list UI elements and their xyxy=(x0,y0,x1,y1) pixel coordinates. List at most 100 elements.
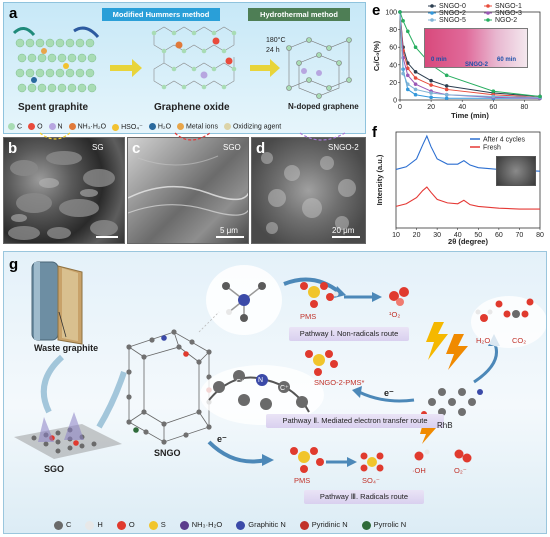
panel-letter-d: d xyxy=(256,140,266,157)
y-tick-label: 0 xyxy=(393,98,397,105)
data-point xyxy=(444,73,449,78)
scale-bar-d xyxy=(332,236,360,238)
x-axis-label: 2θ (degree) xyxy=(448,237,488,246)
panel-a-legend-swatch xyxy=(223,123,231,131)
mechanism-illustration xyxy=(14,261,546,473)
product-molecules xyxy=(475,298,534,322)
data-point xyxy=(429,95,433,100)
data-point xyxy=(405,87,410,92)
panel-a-legend-label: H₂O xyxy=(157,123,172,131)
spent-graphite-layers xyxy=(12,26,100,93)
rhb-molecule xyxy=(421,388,483,417)
data-point xyxy=(398,10,402,14)
legend-marker xyxy=(430,4,434,8)
label-sulfate-radical: SO₄⁻ xyxy=(362,476,380,485)
y-tick-label: 60 xyxy=(389,45,397,52)
pathway-1-box: Pathway Ⅰ. Non-radicals route xyxy=(289,327,409,341)
panel-a-legend-swatch xyxy=(48,123,56,131)
data-point xyxy=(429,91,433,95)
panel-g-legend: C H O S NH₃·H₂O Graphitic N Pyridinic N Pyrroli… xyxy=(54,518,406,532)
sem-d-scale-text: 20 μm xyxy=(332,226,355,235)
label-graphene-oxide: Graphene oxide xyxy=(154,102,230,113)
data-point xyxy=(444,87,449,92)
battery-icon xyxy=(31,261,83,345)
panel-a-legend-item: N xyxy=(48,123,63,131)
lightning-icon xyxy=(426,322,448,360)
lightning-icon-2 xyxy=(446,334,468,370)
x-tick-label: 60 xyxy=(495,232,503,239)
label-electron-2: e⁻ xyxy=(217,434,227,444)
x-tick-label: 60 xyxy=(489,104,497,111)
label-waste-graphite: Waste graphite xyxy=(34,343,99,353)
legend-label: SNGO-0 xyxy=(439,3,466,10)
label-rhb: RhB xyxy=(437,421,453,430)
xrd-sem-inset xyxy=(496,156,536,186)
pathway-3-box: Pathway Ⅲ. Radicals route xyxy=(304,490,424,504)
products-bubble xyxy=(471,296,546,348)
ammonia-molecule xyxy=(222,282,266,322)
legend-marker xyxy=(430,18,434,22)
legend-label: SNGO-2 xyxy=(439,10,466,17)
label-hydroxyl-radical: ·OH xyxy=(412,466,426,475)
panel-g-legend-item: Pyridinic N xyxy=(299,520,348,530)
condition-temperature: 180°C xyxy=(266,37,286,44)
panel-g-legend-swatch xyxy=(299,520,309,530)
sulfate-radical xyxy=(360,452,384,472)
n-doped-graphene-structure xyxy=(286,37,352,99)
pms-molecule-1 xyxy=(300,282,339,308)
panel-g-legend-item: O xyxy=(116,520,135,530)
label-complex: SNGO-2-PMS* xyxy=(314,378,365,387)
panel-a-legend-label: HSO₄⁻ xyxy=(121,124,143,131)
label-h2o: H₂O xyxy=(476,336,491,345)
y-axis-label: Intensity (a.u.) xyxy=(375,154,384,205)
label-sngo: SNGO xyxy=(154,448,181,458)
x-axis-label: Time (min) xyxy=(451,111,489,120)
x-tick-label: 0 xyxy=(398,104,402,111)
inset-mid: SNGO-2 xyxy=(465,62,489,68)
panel-a-legend-swatch xyxy=(68,123,76,131)
panel-a-legend: C O N NH₃·H₂O HSO₄⁻ H₂O Metal ions Oxidizing ag… xyxy=(8,121,362,133)
panel-g-legend-label: NH₃·H₂O xyxy=(191,520,223,530)
panel-e: e 0 20 40 60 80 0 20 40 60 80 100 Time (min) Cₜ/C₀(%… xyxy=(370,2,547,120)
pms-molecule-attached xyxy=(305,350,338,376)
panel-a-legend-item: Metal ions xyxy=(177,123,218,131)
series-line xyxy=(395,186,540,210)
panel-a-legend-item: O xyxy=(28,123,43,131)
sem-c-texture xyxy=(128,155,248,216)
x-tick-label: 50 xyxy=(474,232,482,239)
data-point xyxy=(405,82,410,86)
panel-a-legend-item: Oxidizing agent xyxy=(223,123,281,131)
legend-label: SNGO-5 xyxy=(439,17,466,24)
condition-time: 24 h xyxy=(266,47,280,54)
x-tick-label: 30 xyxy=(433,232,441,239)
waste-graphite-leader xyxy=(58,311,67,338)
panel-letter-g: g xyxy=(9,256,19,273)
panel-a-legend-item: C xyxy=(8,123,22,131)
panel-g-legend-label: Pyrrolic N xyxy=(373,520,407,530)
panel-letter-a: a xyxy=(9,5,18,22)
y-tick-label: 100 xyxy=(385,10,397,17)
label-superoxide-radical: O₂⁻ xyxy=(454,466,467,475)
x-tick-label: 40 xyxy=(454,232,462,239)
graphene-oxide-sheet xyxy=(153,26,235,88)
chart-f-svg: 10 20 30 40 50 60 70 80 2θ (degree) Intensity (a.… xyxy=(375,131,544,246)
legend-marker xyxy=(486,18,490,22)
panel-a-legend-swatch xyxy=(8,123,15,131)
color-change-inset: 0 min SNGO-2 60 min xyxy=(424,28,528,68)
panel-g-legend-label: O xyxy=(128,520,135,530)
legend-label: Fresh xyxy=(483,144,501,151)
panel-a-legend-swatch xyxy=(148,123,156,131)
pathway-2-box: Pathway Ⅱ. Mediated electron transfer ro… xyxy=(266,414,444,428)
panel-a: a Modified Hummers method Hydrothermal m… xyxy=(3,2,366,134)
label-sgo: SGO xyxy=(44,464,65,474)
x-tick-label: 20 xyxy=(427,104,435,111)
sem-b-texture xyxy=(8,151,118,240)
label-n-atom: N xyxy=(258,377,264,384)
sem-panel-c: c SGO 5 μm xyxy=(127,137,249,244)
legend-marker xyxy=(430,11,434,15)
panel-f: f 10 20 30 40 50 60 70 80 2θ (degree) Intensity (… xyxy=(370,124,547,246)
panel-g-legend-item: C xyxy=(54,520,71,530)
panel-g-legend-swatch xyxy=(179,520,189,530)
data-point xyxy=(405,73,410,78)
panel-g-legend-swatch xyxy=(361,520,371,530)
